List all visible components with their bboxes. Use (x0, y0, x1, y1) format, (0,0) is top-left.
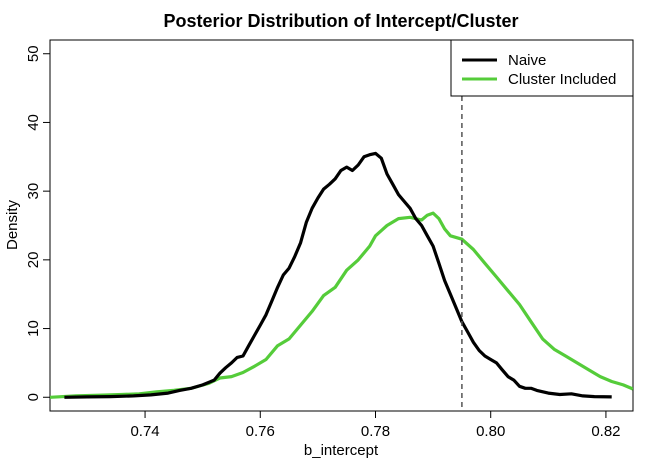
x-tick-label: 0.82 (591, 423, 620, 440)
legend-label-naive: Naive (508, 52, 546, 69)
y-tick-label: 10 (25, 320, 42, 337)
legend: Naive Cluster Included (450, 39, 634, 97)
legend-box (450, 39, 634, 97)
chart-title: Posterior Distribution of Intercept/Clus… (163, 11, 518, 31)
legend-label-cluster-included: Cluster Included (508, 71, 616, 88)
x-tick-label: 0.76 (246, 423, 275, 440)
y-tick-label: 20 (25, 252, 42, 269)
series-line-cluster-included (50, 211, 633, 399)
y-tick-label: 0 (25, 393, 42, 401)
y-tick-label: 30 (25, 183, 42, 200)
x-tick-label: 0.74 (130, 423, 159, 440)
y-axis-label: Density (4, 199, 21, 250)
y-tick-label: 40 (25, 114, 42, 131)
y-tick-label: 50 (25, 45, 42, 62)
series-line-naive (64, 151, 612, 399)
plot-frame (49, 39, 634, 412)
x-tick-label: 0.80 (476, 423, 505, 440)
series-layer (50, 151, 633, 399)
x-axis-label: b_intercept (304, 442, 379, 459)
x-axis: 0.74 0.76 0.78 0.80 0.82 (130, 411, 621, 440)
x-tick-label: 0.78 (361, 423, 390, 440)
y-axis: 0 10 20 30 40 50 (25, 45, 50, 401)
